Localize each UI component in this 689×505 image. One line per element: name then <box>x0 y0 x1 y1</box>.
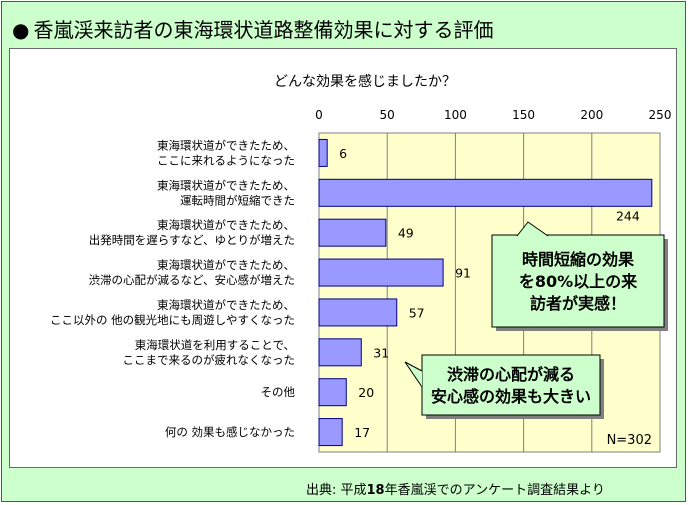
source-year: 18 <box>366 483 385 498</box>
category-label: 東海環状道を利用することで、 <box>135 338 295 352</box>
figure-title-text: 香嵐渓来訪者の東海環状道路整備効果に対する評価 <box>33 18 494 42</box>
category-label: ここまで来るのが疲れなくなった <box>123 353 296 367</box>
n-label: N=302 <box>607 433 652 448</box>
bar <box>318 378 347 407</box>
bar <box>318 418 343 447</box>
x-tick-label: 200 <box>580 108 603 122</box>
callout-box <box>491 234 665 328</box>
category-label: 東海環状道ができたため、 <box>157 178 295 192</box>
bar <box>318 258 444 287</box>
category-label: 運転時間が短縮できた <box>180 193 295 207</box>
callout-box <box>421 354 601 416</box>
chart-panel: どんな効果を感じましたか？ 0 50 100 150 200 250 東海環状道ができたため… <box>9 48 677 468</box>
bullet-icon: ● <box>12 18 30 42</box>
category-label: 東海環状道ができたため、 <box>157 138 295 152</box>
callout-pointer <box>516 221 549 237</box>
category-label: ここ以外の 他の観光地にも周遊しやすくなった <box>50 313 295 327</box>
category-label: 東海環状道ができたため、 <box>157 218 295 232</box>
value-label: 49 <box>398 226 414 241</box>
callout-text: を80%以上の来 <box>519 272 638 291</box>
source-note: 出典: 平成18年香嵐渓でのアンケート調査結果より <box>306 479 605 498</box>
callout-text: 渋滞の心配が減る <box>447 365 575 384</box>
category-label: 東海環状道ができたため、 <box>157 298 295 312</box>
category-label: 出発時間を遅らすなど、ゆとりが増えた <box>89 233 295 247</box>
source-suffix: 年香嵐渓でのアンケート調査結果より <box>384 483 605 498</box>
x-tick-label: 50 <box>380 108 395 122</box>
callout-pointer <box>404 361 423 388</box>
category-label: 東海環状道ができたため、 <box>157 258 295 272</box>
callout-text: 安心感の効果も大きい <box>431 387 591 406</box>
callout-text: 時間短縮の効果 <box>522 250 634 269</box>
bar <box>318 138 328 167</box>
bar <box>318 338 362 367</box>
category-label: ここに来れるようになった <box>157 153 295 167</box>
category-label: その他 <box>261 385 296 399</box>
x-tick-label: 250 <box>649 108 672 122</box>
bar-chart: どんな効果を感じましたか？ 0 50 100 150 200 250 東海環状道ができたため… <box>50 73 672 453</box>
value-label: 31 <box>373 345 389 360</box>
value-label: 17 <box>354 425 370 440</box>
value-label: 244 <box>616 208 640 223</box>
value-label: 6 <box>339 146 347 161</box>
bar <box>318 178 653 207</box>
x-tick-label: 0 <box>315 108 323 122</box>
figure-title: ● 香嵐渓来訪者の東海環状道路整備効果に対する評価 <box>12 14 493 43</box>
callout-text: 訪者が実感！ <box>530 294 626 313</box>
bar <box>318 298 398 327</box>
value-label: 20 <box>358 385 374 400</box>
value-label: 57 <box>409 305 425 320</box>
source-prefix: 出典: 平成 <box>306 483 367 498</box>
chart-title: どんな効果を感じましたか？ <box>274 73 456 90</box>
bar <box>318 218 387 247</box>
x-tick-label: 150 <box>512 108 535 122</box>
category-label: 渋滞の心配が減るなど、安心感が増えた <box>89 273 295 287</box>
x-tick-label: 100 <box>444 108 467 122</box>
category-label: 何の 効果も感じなかった <box>165 425 295 439</box>
value-label: 91 <box>455 266 471 281</box>
